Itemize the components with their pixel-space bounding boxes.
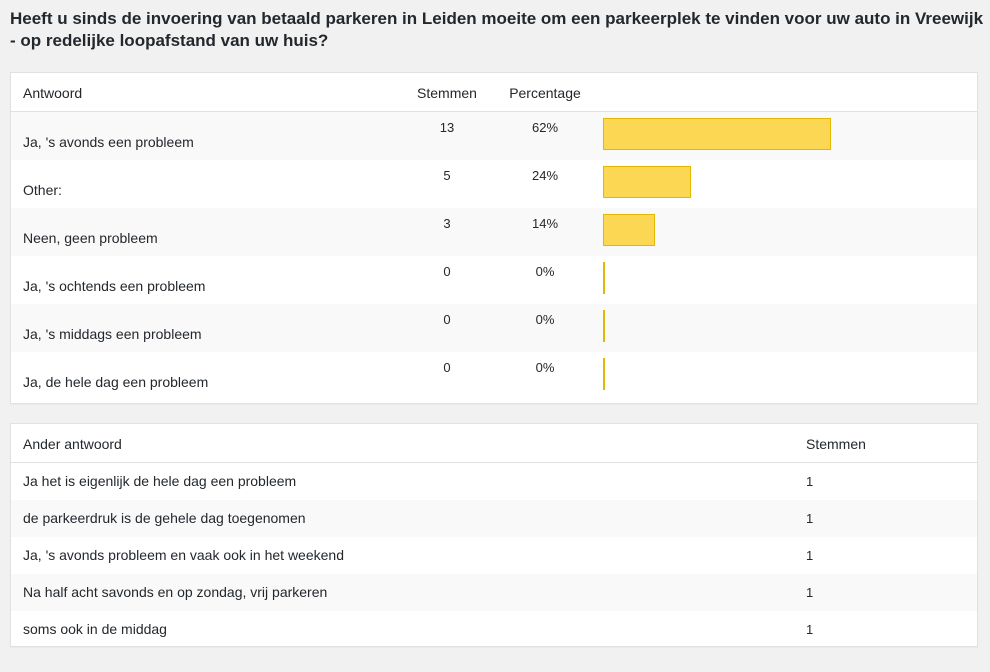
other-answer-votes: 1 bbox=[806, 474, 814, 489]
result-row: Other: 5 24% bbox=[11, 160, 977, 208]
results-header: Antwoord Stemmen Percentage bbox=[11, 73, 977, 112]
vote-bar bbox=[603, 118, 831, 150]
answer-column-header: Antwoord bbox=[23, 85, 83, 101]
vote-count: 5 bbox=[443, 168, 451, 183]
other-answers-header: Ander antwoord Stemmen bbox=[11, 424, 977, 463]
vote-bar bbox=[603, 262, 605, 294]
result-row: Ja, 's middags een probleem 0 0% bbox=[11, 304, 977, 352]
answer-label: Ja, 's avonds een probleem bbox=[23, 134, 194, 150]
result-row: Ja, 's avonds een probleem 13 62% bbox=[11, 112, 977, 160]
vote-percentage: 14% bbox=[531, 216, 559, 231]
vote-count: 0 bbox=[443, 264, 451, 279]
other-answer-row: Na half acht savonds en op zondag, vrij … bbox=[11, 574, 977, 611]
other-answer-text: Ja het is eigenlijk de hele dag een prob… bbox=[23, 473, 297, 489]
result-row: Ja, de hele dag een probleem 0 0% bbox=[11, 352, 977, 400]
vote-count: 0 bbox=[443, 312, 451, 327]
result-row: Neen, geen probleem 3 14% bbox=[11, 208, 977, 256]
votes-column-header: Stemmen bbox=[417, 85, 477, 101]
other-votes-column-header: Stemmen bbox=[806, 436, 866, 452]
result-row: Ja, 's ochtends een probleem 0 0% bbox=[11, 256, 977, 304]
vote-percentage: 0% bbox=[535, 312, 555, 327]
other-answer-column-header: Ander antwoord bbox=[23, 436, 122, 452]
vote-percentage: 0% bbox=[535, 360, 555, 375]
percentage-column-header: Percentage bbox=[509, 85, 581, 101]
vote-count: 13 bbox=[439, 120, 455, 135]
vote-bar bbox=[603, 310, 605, 342]
answer-label: Ja, de hele dag een probleem bbox=[23, 374, 209, 390]
other-answer-row: Ja het is eigenlijk de hele dag een prob… bbox=[11, 463, 977, 500]
answer-label: Neen, geen probleem bbox=[23, 230, 158, 246]
answer-label: Ja, 's middags een probleem bbox=[23, 326, 202, 342]
vote-percentage: 0% bbox=[535, 264, 555, 279]
vote-count: 3 bbox=[443, 216, 451, 231]
vote-bar bbox=[603, 166, 691, 198]
other-answers-table: Ander antwoord Stemmen Ja het is eigenli… bbox=[10, 423, 978, 647]
vote-count: 0 bbox=[443, 360, 451, 375]
other-answer-votes: 1 bbox=[806, 548, 814, 563]
other-answer-row: Ja, 's avonds probleem en vaak ook in he… bbox=[11, 537, 977, 574]
answer-label: Other: bbox=[23, 182, 62, 198]
vote-percentage: 62% bbox=[531, 120, 559, 135]
answer-label: Ja, 's ochtends een probleem bbox=[23, 278, 206, 294]
other-answer-votes: 1 bbox=[806, 585, 814, 600]
other-answer-row: de parkeerdruk is de gehele dag toegenom… bbox=[11, 500, 977, 537]
other-answer-votes: 1 bbox=[806, 622, 814, 637]
vote-bar bbox=[603, 358, 605, 390]
vote-bar bbox=[603, 214, 655, 246]
vote-percentage: 24% bbox=[531, 168, 559, 183]
poll-question: Heeft u sinds de invoering van betaald p… bbox=[10, 9, 984, 50]
other-answer-text: de parkeerdruk is de gehele dag toegenom… bbox=[23, 510, 306, 526]
other-answer-text: soms ook in de middag bbox=[23, 621, 167, 637]
other-answer-votes: 1 bbox=[806, 511, 814, 526]
other-answer-text: Ja, 's avonds probleem en vaak ook in he… bbox=[23, 547, 344, 563]
other-answer-row: soms ook in de middag 1 bbox=[11, 611, 977, 648]
results-table: Antwoord Stemmen Percentage Ja, 's avond… bbox=[10, 72, 978, 404]
other-answer-text: Na half acht savonds en op zondag, vrij … bbox=[23, 584, 328, 600]
